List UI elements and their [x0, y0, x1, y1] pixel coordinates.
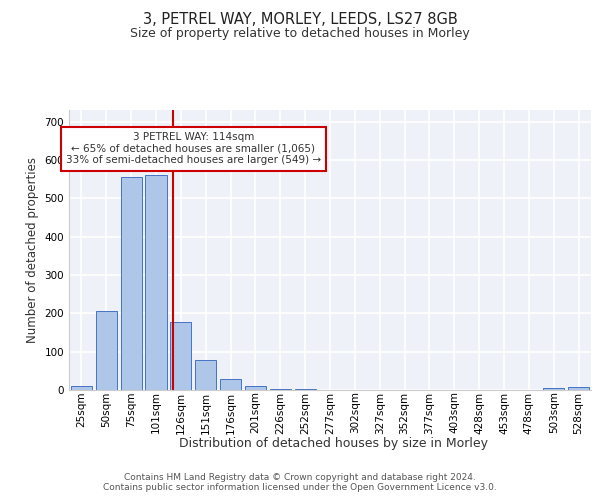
Text: Contains HM Land Registry data © Crown copyright and database right 2024.
Contai: Contains HM Land Registry data © Crown c…: [103, 472, 497, 492]
Bar: [543, 388, 564, 390]
Text: 3, PETREL WAY, MORLEY, LEEDS, LS27 8GB: 3, PETREL WAY, MORLEY, LEEDS, LS27 8GB: [143, 12, 457, 28]
Bar: [71, 386, 92, 390]
Bar: [220, 380, 241, 390]
Bar: [170, 322, 191, 390]
Bar: [568, 387, 589, 390]
Bar: [96, 312, 117, 390]
Bar: [270, 389, 291, 390]
Text: Size of property relative to detached houses in Morley: Size of property relative to detached ho…: [130, 28, 470, 40]
Bar: [245, 386, 266, 390]
Bar: [145, 175, 167, 390]
Bar: [195, 360, 216, 390]
Y-axis label: Number of detached properties: Number of detached properties: [26, 157, 39, 343]
Text: 3 PETREL WAY: 114sqm
← 65% of detached houses are smaller (1,065)
33% of semi-de: 3 PETREL WAY: 114sqm ← 65% of detached h…: [66, 132, 321, 166]
Bar: [295, 389, 316, 390]
Bar: [121, 177, 142, 390]
Text: Distribution of detached houses by size in Morley: Distribution of detached houses by size …: [179, 438, 488, 450]
